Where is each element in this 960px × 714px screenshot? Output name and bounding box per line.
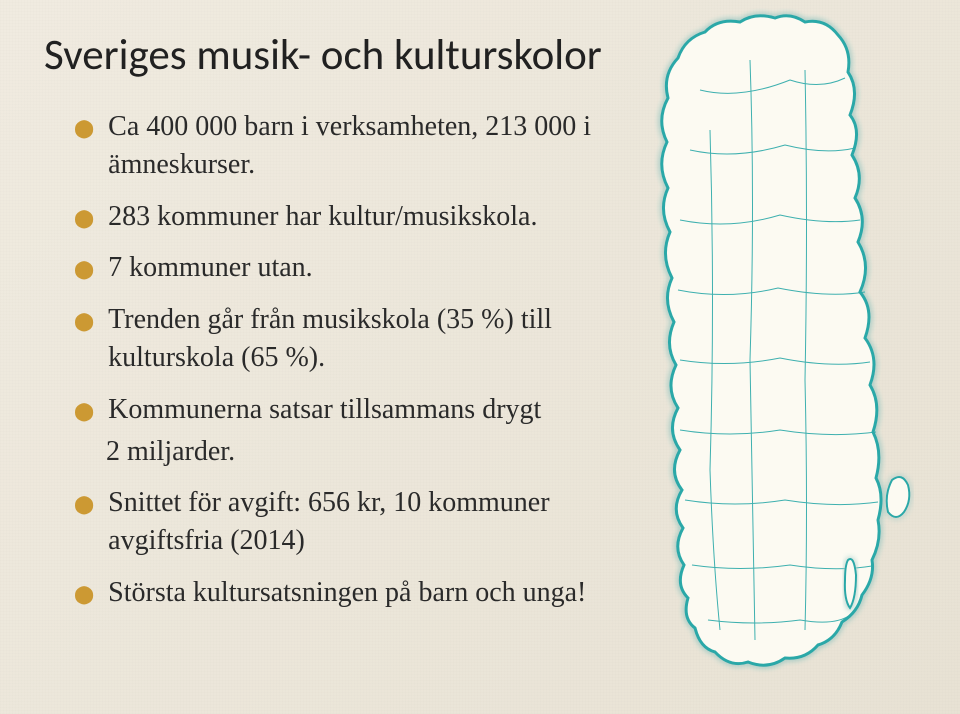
list-item: ⬤ 7 kommuner utan. [74,249,634,287]
list-item: ⬤ Snittet för avgift: 656 kr, 10 kommune… [74,484,634,560]
bullet-icon: ⬤ [74,309,94,333]
list-subtext: 2 miljarder. [106,433,634,471]
list-item: ⬤ Största kultursatsningen på barn och u… [74,574,634,612]
list-item: ⬤ 283 kommuner har kultur/musikskola. [74,198,634,236]
list-item: ⬤ Ca 400 000 barn i verksamheten, 213 00… [74,108,634,184]
list-text: 283 kommuner har kultur/musikskola. [108,198,634,236]
list-text: Kommunerna satsar tillsammans drygt [108,391,634,429]
bullet-icon: ⬤ [74,582,94,606]
bullet-icon: ⬤ [74,399,94,423]
sweden-map-svg [580,0,940,700]
list-text: Trenden går från musikskola (35 %) till … [108,301,634,377]
bullet-icon: ⬤ [74,492,94,516]
bullet-icon: ⬤ [74,257,94,281]
list-text: 7 kommuner utan. [108,249,634,287]
bullet-list: ⬤ Ca 400 000 barn i verksamheten, 213 00… [74,108,634,626]
list-item: ⬤ Trenden går från musikskola (35 %) til… [74,301,634,377]
list-item: ⬤ Kommunerna satsar tillsammans drygt [74,391,634,429]
bullet-icon: ⬤ [74,206,94,230]
slide-title: Sveriges musik- och kulturskolor [44,28,602,81]
list-text: Snittet för avgift: 656 kr, 10 kommuner … [108,484,634,560]
list-text: Ca 400 000 barn i verksamheten, 213 000 … [108,108,634,184]
list-text: Största kultursatsningen på barn och ung… [108,574,634,612]
sweden-map [580,0,940,700]
bullet-icon: ⬤ [74,116,94,140]
